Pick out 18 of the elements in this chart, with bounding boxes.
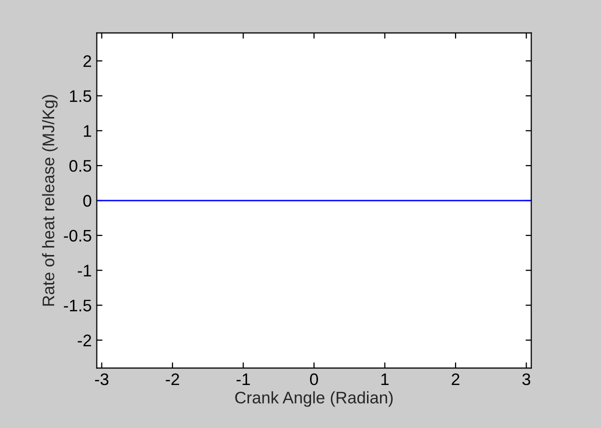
y-tick-label: 2	[83, 55, 92, 67]
x-tick-label: -3	[95, 373, 108, 386]
y-tick-label: 0.5	[69, 160, 92, 172]
y-tick-label: -0.5	[64, 230, 92, 242]
x-tick-label: 3	[522, 373, 530, 386]
y-tick-label: -1	[78, 264, 92, 276]
x-tick-label: 2	[452, 373, 460, 386]
y-tick-label: 0	[83, 194, 92, 207]
x-tick-label: 0	[310, 373, 318, 386]
x-tick-label: 1	[381, 374, 389, 386]
y-tick-label: -2	[78, 334, 92, 346]
x-tick-label: -2	[166, 373, 180, 386]
y-axis-title: Rate of heat release (MJ/Kg)	[42, 95, 58, 306]
x-axis-title: Crank Angle (Radian)	[235, 391, 393, 407]
y-tick-label: -1.5	[64, 300, 92, 312]
x-tick-label: -1	[236, 374, 250, 386]
y-tick-label: 1	[84, 125, 92, 137]
y-tick-label: 1.5	[70, 90, 92, 102]
